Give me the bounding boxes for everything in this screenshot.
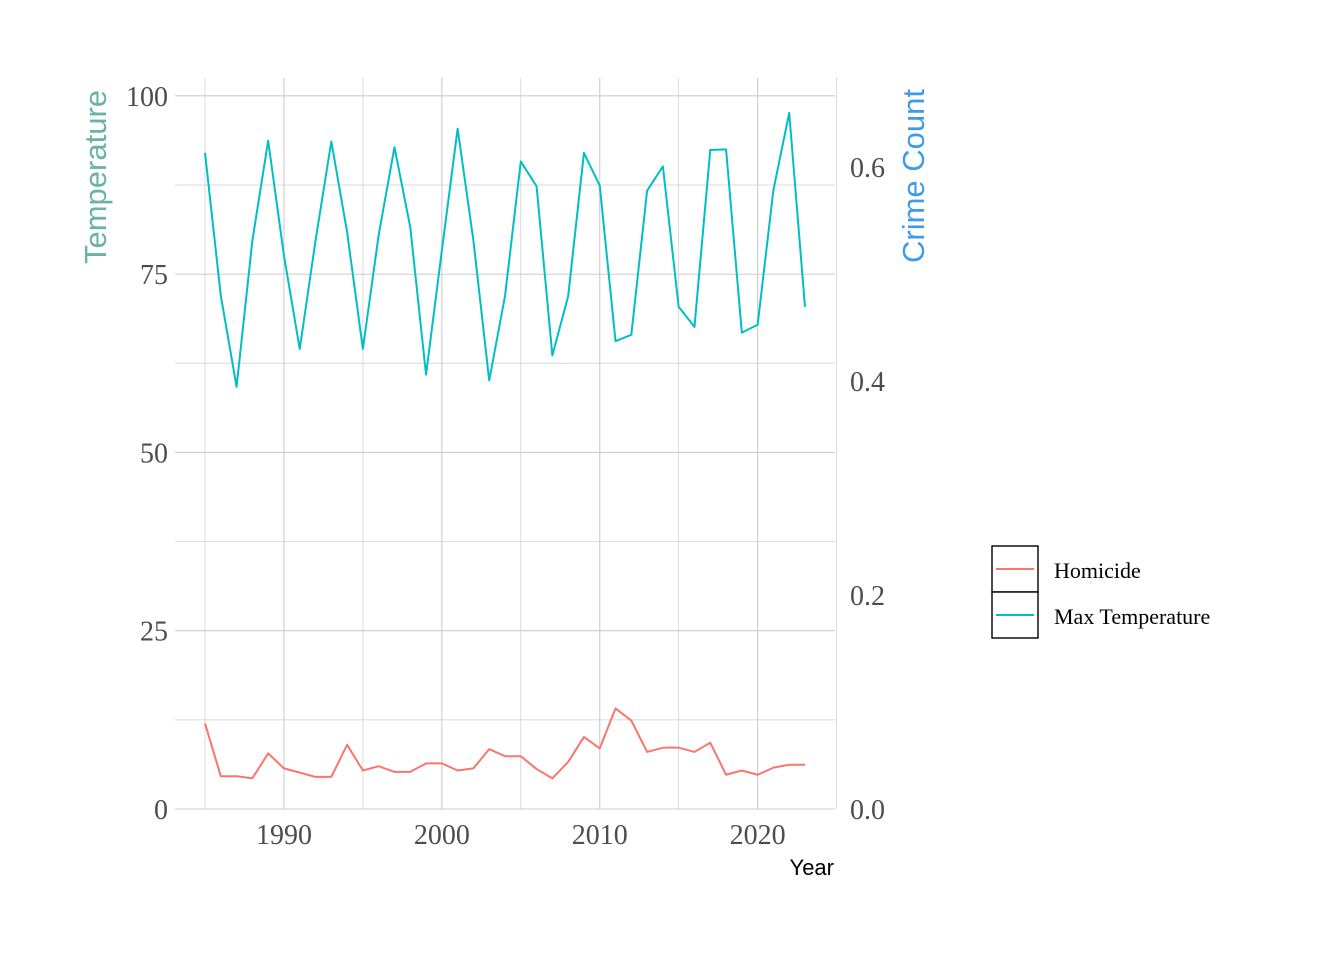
right-y-axis-title: Crime Count — [896, 89, 931, 263]
left-y-tick-label: 0 — [154, 795, 168, 826]
plot-grid — [175, 78, 837, 810]
left-y-tick-label: 50 — [140, 438, 168, 469]
series-line-max-temperature — [204, 111, 806, 388]
right-y-tick-label: 0.0 — [850, 795, 885, 826]
x-tick-label: 2000 — [414, 820, 470, 851]
left-y-tick-label: 100 — [126, 82, 168, 113]
right-y-tick-label: 0.6 — [850, 153, 885, 184]
legend-label-max-temperature: Max Temperature — [1054, 604, 1210, 629]
left-y-tick-label: 25 — [140, 617, 168, 648]
x-tick-label: 2010 — [572, 820, 628, 851]
left-y-tick-label: 75 — [140, 260, 168, 291]
x-tick-label: 1990 — [256, 820, 312, 851]
series-line-homicide — [204, 707, 805, 780]
legend: Homicide Max Temperature — [991, 545, 1210, 639]
x-axis-title: Year — [790, 855, 834, 880]
right-y-tick-label: 0.2 — [850, 581, 885, 612]
x-tick-label: 2020 — [730, 820, 786, 851]
plot-axes: 0 25 50 75 100 0.0 0.2 0.4 0.6 1990 2000 2010 2020 — [126, 82, 885, 851]
legend-label-homicide: Homicide — [1054, 558, 1141, 583]
right-y-tick-label: 0.4 — [850, 367, 885, 398]
left-y-axis-title: Temperature — [78, 90, 113, 264]
plot-series — [204, 111, 806, 780]
